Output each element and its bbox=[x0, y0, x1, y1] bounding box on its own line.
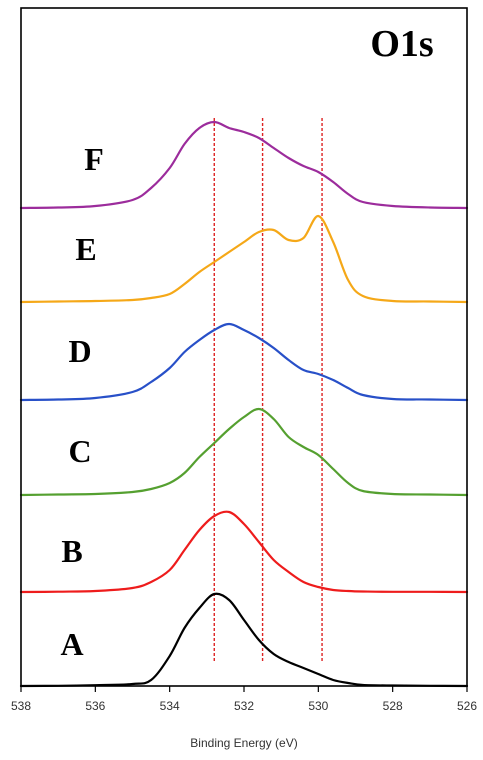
series-label-f: F bbox=[84, 141, 104, 177]
x-axis-label: Binding Energy (eV) bbox=[190, 736, 297, 750]
x-tick-label-532: 532 bbox=[234, 699, 254, 713]
spectrum-line-a bbox=[19, 592, 469, 688]
x-tick-label-536: 536 bbox=[85, 699, 105, 713]
spectrum-line-c bbox=[19, 407, 469, 497]
series-label-b: B bbox=[61, 533, 82, 569]
series-label-c: C bbox=[68, 433, 91, 469]
spectrum-line-d bbox=[19, 322, 469, 402]
spectrum-line-e bbox=[19, 214, 469, 304]
spectra-traces bbox=[19, 120, 469, 688]
spectrum-line-b bbox=[19, 510, 469, 594]
series-label-e: E bbox=[75, 231, 96, 267]
x-tick-label-530: 530 bbox=[308, 699, 328, 713]
reference-lines bbox=[213, 118, 323, 662]
trace-labels: A B C D E F bbox=[60, 141, 103, 662]
series-label-a: A bbox=[60, 626, 83, 662]
chart-title: O1s bbox=[370, 23, 433, 65]
spectrum-line-f bbox=[19, 120, 469, 210]
x-tick-label-528: 528 bbox=[383, 699, 403, 713]
x-tick-label-538: 538 bbox=[11, 699, 31, 713]
x-axis-ticks: 538 536 534 532 530 528 526 bbox=[11, 686, 477, 713]
x-tick-label-534: 534 bbox=[160, 699, 180, 713]
series-label-d: D bbox=[68, 333, 91, 369]
x-tick-label-526: 526 bbox=[457, 699, 477, 713]
